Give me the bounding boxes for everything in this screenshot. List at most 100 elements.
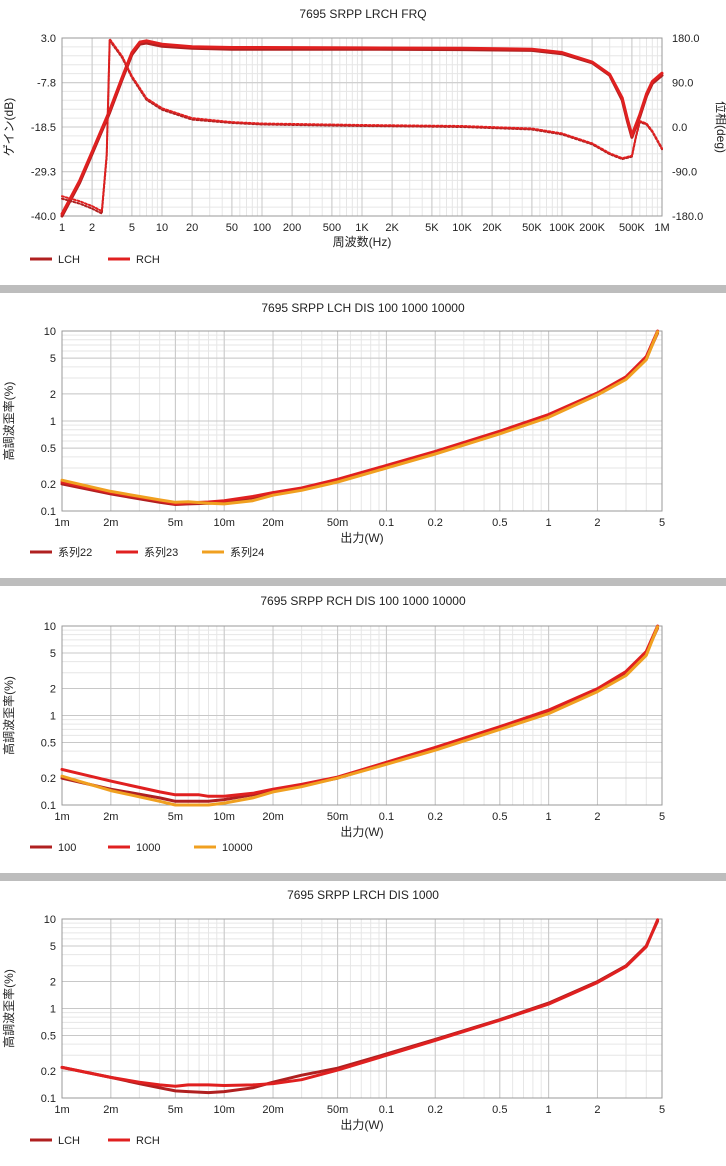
y-tick-label: -40.0 xyxy=(31,211,56,223)
grid xyxy=(61,37,663,217)
x-tick-label: 5m xyxy=(168,1104,183,1116)
y-axis-title: 高調波歪率(%) xyxy=(1,676,16,755)
x-tick-label: 1K xyxy=(355,222,369,234)
x-tick-label: 5K xyxy=(425,222,439,234)
y-tick-label: 10 xyxy=(44,326,56,338)
x-tick-label: 2 xyxy=(594,517,600,529)
legend: LCH RCH xyxy=(30,1135,160,1147)
y-tick-label: 0.2 xyxy=(41,773,56,785)
series-line-2 xyxy=(60,624,660,798)
y2-tick-label: 180.0 xyxy=(672,33,700,45)
x-tick-label: 1 xyxy=(546,1104,552,1116)
y-tick-label: 0.5 xyxy=(41,443,56,455)
legend-label: 系列24 xyxy=(230,545,264,559)
x-tick-label: 100 xyxy=(253,222,271,234)
x-tick-label: 0.2 xyxy=(428,1104,443,1116)
x-axis-title: 出力(W) xyxy=(340,531,383,545)
chart-title: 7695 SRPP LCH DIS 100 1000 10000 xyxy=(261,301,465,315)
y-tick-label: 1 xyxy=(50,416,56,428)
x-tick-label: 0.1 xyxy=(379,811,394,823)
grid xyxy=(61,330,663,512)
y-tick-label: 0.2 xyxy=(41,1066,56,1078)
series-line-1 xyxy=(60,626,660,803)
x-axis-title: 出力(W) xyxy=(340,825,383,839)
x-tick-label: 2 xyxy=(89,222,95,234)
x-axis-title: 出力(W) xyxy=(340,1118,383,1132)
legend-label: RCH xyxy=(136,254,160,266)
x-tick-label: 2 xyxy=(594,811,600,823)
y-tick-label: 10 xyxy=(44,621,56,633)
legend: 系列22 系列23 系列24 xyxy=(30,545,264,559)
series-line-4 xyxy=(61,38,663,213)
x-tick-label: 20m xyxy=(262,811,283,823)
x-tick-label: 10 xyxy=(156,222,168,234)
y-tick-label: 10 xyxy=(44,914,56,926)
x-tick-label: 5 xyxy=(129,222,135,234)
chart-4: 7695 SRPP LRCH DIS 1000 1m 2m 5m 10m 20m 50m 0.… xyxy=(1,888,665,1147)
x-tick-label: 100K xyxy=(549,222,575,234)
x-tick-label: 1 xyxy=(59,222,65,234)
y-axis-title: 高調波歪率(%) xyxy=(1,969,16,1048)
grid xyxy=(61,918,663,1099)
y-tick-label: 2 xyxy=(50,389,56,401)
y2-tick-label: -90.0 xyxy=(672,167,697,179)
y-tick-label: 0.5 xyxy=(41,1030,56,1042)
legend: LCH RCH xyxy=(30,254,160,266)
x-tick-label: 10m xyxy=(214,1104,235,1116)
x-tick-label: 50m xyxy=(327,1104,348,1116)
x-tick-label: 2m xyxy=(103,1104,118,1116)
plot-frame xyxy=(61,918,663,1099)
y2-tick-label: 90.0 xyxy=(672,78,693,90)
y-tick-label: 5 xyxy=(50,353,56,365)
chart-title: 7695 SRPP LRCH FRQ xyxy=(299,7,426,21)
legend-label: 100 xyxy=(58,842,76,854)
x-tick-label: 50K xyxy=(522,222,542,234)
x-tick-label: 2m xyxy=(103,811,118,823)
y-tick-label: 0.1 xyxy=(41,800,56,812)
y-axis-title: ゲイン(dB) xyxy=(2,98,16,156)
x-tick-label: 0.5 xyxy=(492,811,507,823)
y-tick-label: 0.5 xyxy=(41,737,56,749)
plot-frame xyxy=(61,330,663,512)
x-tick-label: 2 xyxy=(594,1104,600,1116)
x-tick-label: 20 xyxy=(186,222,198,234)
x-tick-label: 1 xyxy=(546,517,552,529)
y-tick-label: 2 xyxy=(50,977,56,989)
x-tick-label: 10m xyxy=(214,811,235,823)
y-tick-label: -7.8 xyxy=(37,78,56,90)
x-tick-label: 5 xyxy=(659,811,665,823)
x-tick-label: 200K xyxy=(579,222,605,234)
legend-label: 系列23 xyxy=(144,545,178,559)
y-tick-label: 0.1 xyxy=(41,1093,56,1105)
y2-axis-title: 位相(deg) xyxy=(714,101,726,153)
x-tick-label: 500K xyxy=(619,222,645,234)
y2-tick-label: 0.0 xyxy=(672,122,687,134)
x-tick-label: 1M xyxy=(654,222,669,234)
series-line-3 xyxy=(60,625,660,807)
legend-label: RCH xyxy=(136,1135,160,1147)
legend-label: 10000 xyxy=(222,842,253,854)
x-tick-label: 10m xyxy=(214,517,235,529)
x-tick-label: 500 xyxy=(323,222,341,234)
section-separator xyxy=(0,873,726,881)
y-tick-label: 1 xyxy=(50,711,56,723)
grid xyxy=(61,625,663,806)
x-tick-label: 0.5 xyxy=(492,1104,507,1116)
legend-label: 系列22 xyxy=(58,545,92,559)
x-tick-label: 20K xyxy=(482,222,502,234)
series-line-2 xyxy=(60,39,664,216)
x-tick-label: 2K xyxy=(385,222,399,234)
x-tick-label: 5 xyxy=(659,1104,665,1116)
y-tick-label: 2 xyxy=(50,684,56,696)
series-line-2 xyxy=(60,918,660,1088)
x-tick-label: 10K xyxy=(452,222,472,234)
x-tick-label: 50 xyxy=(226,222,238,234)
y-axis-title: 高調波歪率(%) xyxy=(1,382,16,461)
x-tick-label: 1m xyxy=(54,517,69,529)
x-tick-label: 1m xyxy=(54,811,69,823)
x-tick-label: 2m xyxy=(103,517,118,529)
x-tick-label: 1 xyxy=(546,811,552,823)
